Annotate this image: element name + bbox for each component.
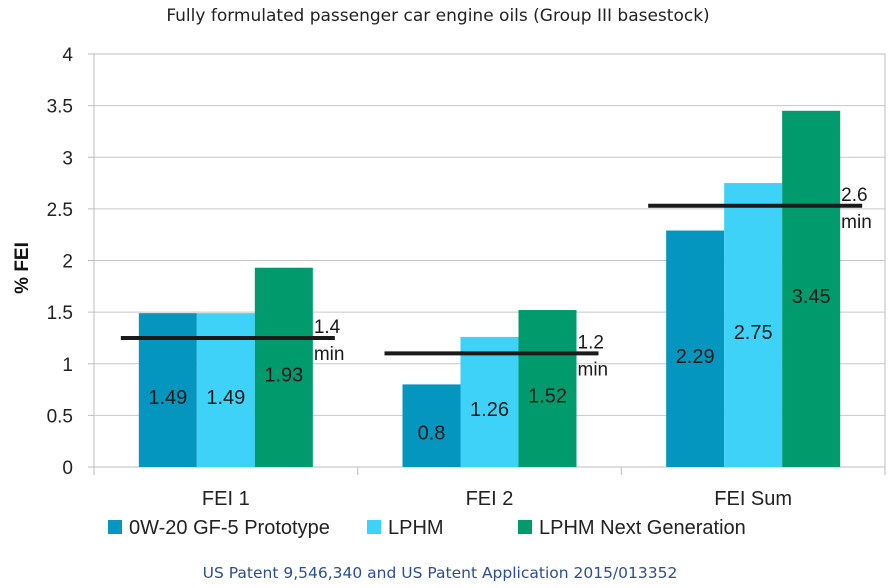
min-line-value: 1.4 [314,317,341,338]
x-tick-label: FEI 1 [202,488,250,510]
y-tick-label: 3 [62,148,73,169]
legend: 0W-20 GF-5 Prototype LPHM LPHM Next Genera… [108,517,746,539]
data-label: 2.29 [676,346,715,368]
legend-swatch [518,520,532,534]
min-line-value: 2.6 [841,185,867,206]
bars: 1.49 1.49 1.93 0.8 1.26 1.52 2.29 2.75 3.45 [138,110,841,467]
legend-swatch [108,520,122,534]
y-tick-label: 4 [62,45,73,66]
min-line-label: min [841,212,872,233]
y-tick-label: 0.5 [47,406,73,427]
bar [402,384,461,467]
data-label: 1.26 [470,399,509,421]
y-tick-label: 1 [62,355,73,376]
min-line-label: min [578,359,609,380]
footnote: US Patent 9,546,340 and US Patent Applic… [203,564,678,582]
y-tick-label: 0 [62,458,73,479]
y-tick-label: 1.5 [47,303,73,324]
legend-entry: LPHM [388,517,444,539]
data-label: 1.52 [528,386,567,408]
y-tick-label: 2 [62,252,73,273]
x-tick-label: FEI Sum [714,488,792,510]
min-lines: 1.4 min 1.2 min 2.6 min [120,185,872,380]
bar [782,110,841,467]
min-line-label: min [314,344,345,365]
data-label: 3.45 [792,286,831,308]
data-label: 0.8 [418,423,446,445]
bar [724,183,783,467]
x-tick-label: FEI 2 [466,488,514,510]
chart-title: Fully formulated passenger car engine oi… [166,6,709,26]
y-tick-label: 3.5 [47,97,73,118]
bar [460,336,519,467]
legend-swatch [367,520,381,534]
bar [518,310,577,467]
y-tick-label: 2.5 [47,200,73,221]
x-axis-ticks: FEI 1 FEI 2 FEI Sum [93,467,886,510]
legend-entry: LPHM Next Generation [539,517,746,539]
bar [254,267,313,467]
y-axis-ticks: 0 0.5 1 1.5 2 2.5 3 3.5 4 [47,45,94,479]
data-label: 1.49 [206,387,245,409]
data-label: 1.49 [148,387,187,409]
y-axis-label: % FEI [12,242,33,294]
min-line-value: 1.2 [578,332,604,353]
bar [666,230,725,467]
legend-entry: 0W-20 GF-5 Prototype [129,517,330,539]
data-label: 1.93 [264,364,303,386]
data-label: 2.75 [734,322,773,344]
